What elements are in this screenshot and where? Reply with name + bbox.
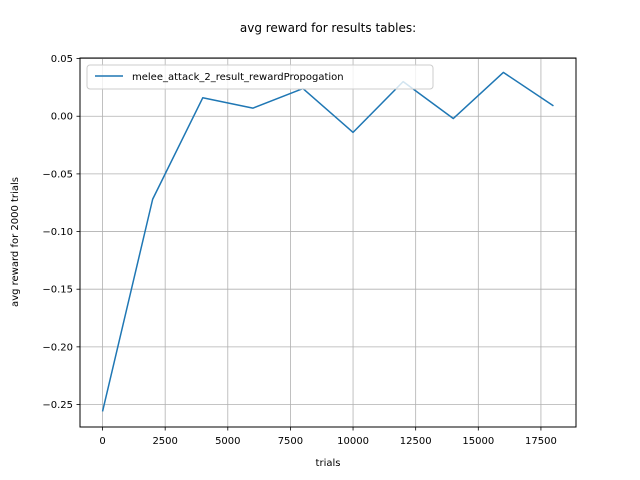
y-tick-label: −0.25 [42, 400, 73, 411]
x-tick-label: 0 [99, 436, 105, 447]
x-tick-label: 12500 [400, 436, 432, 447]
grid [80, 58, 576, 427]
legend-box [86, 64, 434, 90]
chart-title: avg reward for results tables: [240, 21, 416, 35]
legend: melee_attack_2_result_rewardPropogation [86, 64, 434, 90]
y-tick-label: 0.05 [51, 54, 73, 65]
series-line [101, 71, 554, 412]
x-tick-label: 5000 [215, 436, 240, 447]
x-tick-label: 7500 [278, 436, 303, 447]
y-tick-label: −0.20 [42, 342, 73, 353]
y-tick-label: −0.05 [42, 169, 73, 180]
x-axis-label: trials [316, 458, 341, 469]
x-tick-label: 17500 [525, 436, 557, 447]
x-tick-label: 15000 [462, 436, 494, 447]
y-tick-label: −0.15 [42, 285, 73, 296]
y-axis-label: avg reward for 2000 trials [10, 177, 21, 307]
x-axis-ticks: 0 2500 5000 7500 10000 12500 15000 17500 [99, 427, 557, 447]
y-axis-ticks: 0.05 0.00 −0.05 −0.10 −0.15 −0.20 −0.25 [42, 54, 80, 411]
y-tick-label: −0.10 [42, 227, 73, 238]
y-tick-label: 0.00 [51, 112, 73, 123]
x-tick-label: 10000 [337, 436, 369, 447]
x-tick-label: 2500 [152, 436, 177, 447]
plot-frame [79, 57, 577, 428]
legend-label: melee_attack_2_result_rewardPropogation [132, 72, 344, 83]
